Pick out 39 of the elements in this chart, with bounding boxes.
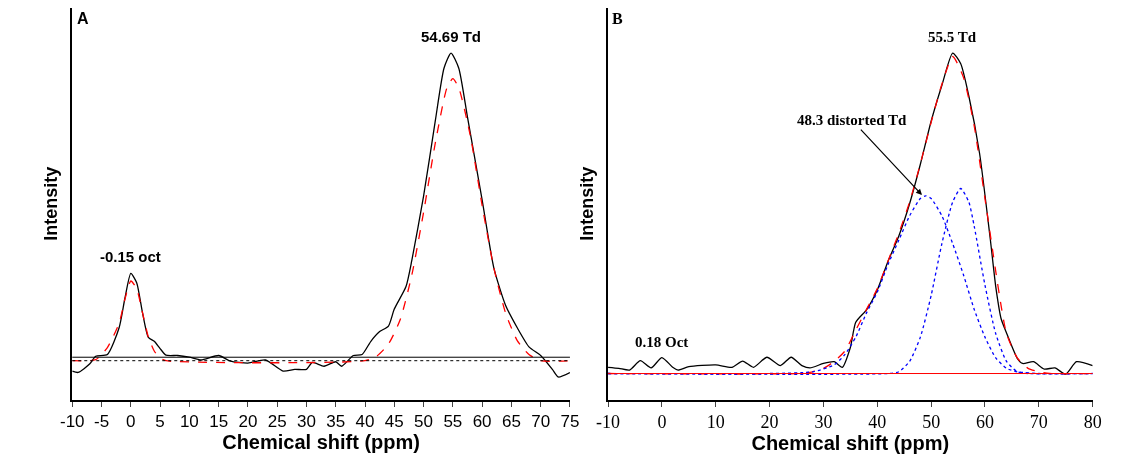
x-tick-label: -10 [596, 412, 621, 433]
x-tick-label: 0 [657, 412, 667, 433]
text: B [612, 10, 623, 27]
x-tick-label: 80 [1083, 412, 1102, 433]
x-tick-label: 10 [706, 412, 725, 433]
x-tick-label: 60 [472, 411, 492, 431]
annotation: 48.3 distorted Td [797, 112, 907, 128]
y-axis-title: Intensity [576, 166, 597, 241]
x-tick-label: 30 [814, 412, 833, 433]
x-tick-label: 40 [868, 412, 887, 433]
annotation: 55.5 Td [928, 29, 977, 45]
x-axis-title: Chemical shift (ppm) [751, 432, 950, 455]
x-tick-label: 40 [355, 411, 375, 431]
x-tick-label: 0 [126, 411, 136, 431]
x-tick-label: -10 [59, 411, 85, 431]
x-tick-label: 50 [414, 411, 434, 431]
x-tick-label: 70 [1029, 412, 1048, 433]
x-tick-label: 5 [155, 411, 165, 431]
annotation: 54.69 Td [421, 28, 482, 45]
annotation: -0.15 oct [100, 248, 161, 265]
x-tick-label: 10 [179, 411, 199, 431]
x-tick-label: 70 [531, 411, 551, 431]
x-tick-label: 35 [326, 411, 346, 431]
annotation: 0.18 Oct [635, 334, 689, 350]
x-tick-label: 20 [760, 412, 779, 433]
text: A [77, 10, 89, 27]
x-tick-label: 15 [209, 411, 229, 431]
x-tick-label: 65 [501, 411, 521, 431]
x-tick-label: 25 [267, 411, 287, 431]
x-tick-label: 50 [922, 412, 941, 433]
x-tick-label: -5 [93, 411, 110, 431]
y-axis-title: Intensity [40, 166, 61, 241]
x-tick-label: 55 [443, 411, 463, 431]
x-tick-label: 60 [975, 412, 994, 433]
x-tick-label: 20 [238, 411, 258, 431]
x-axis-title: Chemical shift (ppm) [222, 430, 421, 453]
x-tick-label: 45 [384, 411, 404, 431]
x-tick-label: 75 [560, 411, 580, 431]
x-tick-label: 30 [297, 411, 316, 431]
